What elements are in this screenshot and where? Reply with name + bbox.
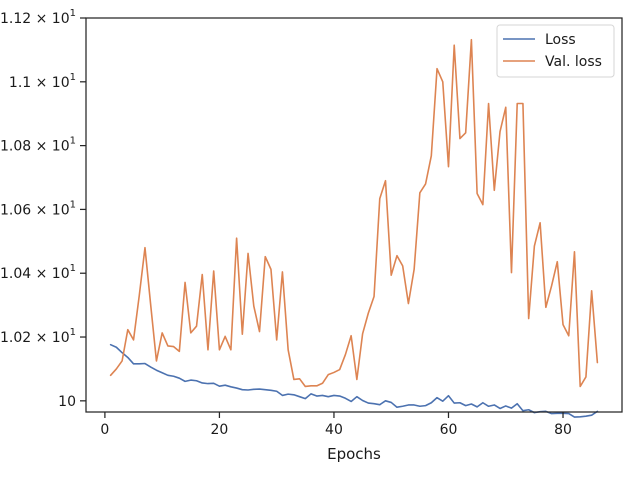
legend-entry-label: Loss [545, 32, 576, 48]
y-tick-label-exponent: 1 [70, 136, 76, 147]
y-tick-label: 1.06 × 101 [0, 199, 76, 218]
y-tick-label-exponent: 1 [70, 72, 76, 83]
y-tick-label-exponent: 1 [70, 327, 76, 338]
y-tick-label: 1.1 × 101 [9, 72, 76, 91]
y-tick-label: 1.02 × 101 [0, 327, 76, 346]
y-tick-label: 1.12 × 101 [0, 8, 76, 27]
y-tick-label-base: 1.06 × 10 [0, 202, 70, 218]
y-tick-label-base: 1.12 × 10 [0, 11, 70, 27]
y-tick-label-base: 1.04 × 10 [0, 266, 70, 282]
y-tick-label-exponent: 1 [70, 263, 76, 274]
x-tick-label: 80 [554, 422, 572, 438]
x-axis-label: Epochs [327, 445, 381, 463]
y-tick-label-base: 1.08 × 10 [0, 139, 70, 155]
y-tick-label: 1.08 × 101 [0, 136, 76, 155]
x-axis: 0 20 40 60 80 [100, 412, 572, 438]
legend-entry-label: Val. loss [545, 54, 602, 70]
x-tick-label: 40 [325, 422, 343, 438]
y-tick-label-base: 1.1 × 10 [9, 75, 70, 91]
series-line-loss [109, 343, 599, 418]
y-tick-label-exponent: 1 [70, 199, 76, 210]
y-tick-label: 1.04 × 101 [0, 263, 76, 282]
x-tick-label: 0 [100, 422, 109, 438]
plot-background [86, 18, 622, 412]
series-layer [109, 38, 599, 418]
series-line-val-loss [109, 38, 599, 388]
y-tick-label-base: 1.02 × 10 [0, 330, 70, 346]
legend-box [496, 24, 615, 78]
y-tick-label-exponent: 1 [70, 8, 76, 19]
legend: Loss Val. loss [496, 24, 615, 78]
x-tick-label: 60 [440, 422, 458, 438]
x-tick-label: 20 [211, 422, 229, 438]
y-tick-label: 10 [58, 394, 76, 410]
plot-frame [85, 17, 623, 413]
y-tick-label-base: 10 [58, 394, 76, 410]
